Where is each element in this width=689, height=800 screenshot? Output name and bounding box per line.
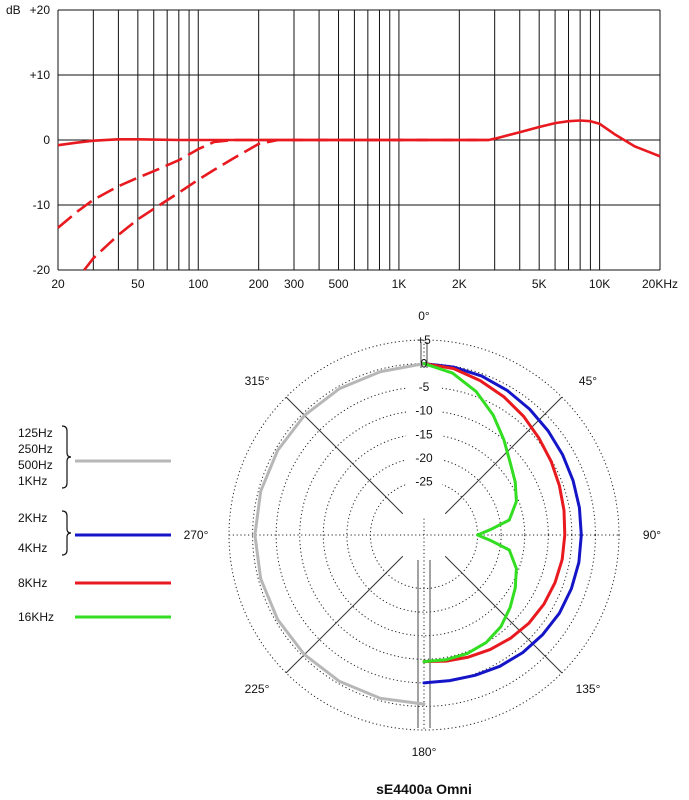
freq-x-tick-label: 20KHz [642, 277, 678, 291]
legend-label: 4KHz [18, 541, 47, 555]
legend-label: 250Hz [18, 442, 53, 456]
legend-brace [61, 425, 72, 489]
polar-angle-label: 225° [245, 682, 270, 696]
polar-ring [252, 363, 596, 707]
polar-diagonal-spoke [285, 555, 404, 674]
freq-series-line-3 [83, 138, 489, 271]
freq-x-tick-label: 10K [589, 277, 610, 291]
polar-diagonal-spoke [285, 396, 404, 515]
polar-curve-2 [422, 362, 583, 685]
legend-label: 8KHz [18, 576, 47, 590]
legend-label: 2KHz [18, 511, 47, 525]
freq-x-tick-label: 1K [392, 277, 407, 291]
freq-x-tick-label: 5K [532, 277, 547, 291]
freq-series-line-2 [57, 138, 489, 229]
polar-curve-3 [422, 362, 567, 664]
polar-label-backdrop [406, 368, 442, 518]
freq-y-tick-label: -20 [33, 263, 51, 277]
freq-y-axis-label: dB [6, 3, 21, 17]
polar-labels: +5 0 -5 -10 -15 -20 -25 0° 45° 90° 135° 180° 225° 270… [184, 309, 662, 759]
polar-grid [228, 339, 620, 731]
freq-x-tick-label: 100 [188, 277, 208, 291]
polar-r-tick-label: -15 [415, 427, 433, 441]
polar-ring [346, 457, 502, 613]
freq-y-tick-label: -10 [33, 198, 51, 212]
polar-diagonal-spoke [444, 555, 563, 674]
polar-diagonal-spoke [444, 396, 563, 515]
frequency-response-curves [57, 119, 661, 271]
freq-x-tick-label: 200 [249, 277, 269, 291]
frequency-response-tick-labels: 20 50 100 200 300 500 1K 2K 5K 10K 20KHz +20 +10 0 -10… [6, 3, 678, 291]
polar-r-tick-label: +5 [417, 333, 431, 347]
polar-angle-label: 135° [576, 682, 601, 696]
polar-title: sE4400a Omni [376, 781, 472, 797]
freq-y-tick-label: 0 [43, 133, 50, 147]
polar-angle-label: 90° [643, 528, 661, 542]
legend-label: 500Hz [18, 458, 53, 472]
freq-x-tick-label: 50 [131, 277, 145, 291]
legend-label: 16KHz [18, 610, 54, 624]
freq-x-tick-label: 300 [284, 277, 304, 291]
polar-angle-label: 0° [418, 309, 430, 323]
polar-r-tick-label: -20 [415, 451, 433, 465]
polar-curve-4 [422, 362, 518, 664]
freq-y-tick-label: +20 [30, 3, 51, 17]
polar-angle-label: 315° [245, 374, 270, 388]
polar-angle-label: 270° [184, 528, 209, 542]
legend-label: 125Hz [18, 426, 53, 440]
polar-angle-label: 180° [412, 745, 437, 759]
freq-series-line-1 [57, 119, 661, 158]
polar-ring [322, 433, 526, 637]
polar-r-tick-label: -5 [419, 380, 430, 394]
polar-r-tick-label: -10 [415, 404, 433, 418]
freq-x-tick-label: 2K [452, 277, 467, 291]
legend-brace [61, 510, 72, 556]
legend-label: 1KHz [18, 474, 47, 488]
polar-legend: 125Hz 250Hz 500Hz 1KHz 2KHz 4KHz 8KHz 16KHz [18, 425, 171, 624]
freq-x-tick-label: 500 [329, 277, 349, 291]
polar-curve-1 [253, 362, 426, 706]
freq-y-tick-label: +10 [30, 68, 51, 82]
polar-curves [253, 362, 583, 706]
polar-angle-label: 45° [579, 374, 597, 388]
freq-x-tick-label: 20 [51, 277, 65, 291]
polar-r-tick-label: 0 [421, 357, 428, 371]
polar-r-tick-label: -25 [415, 474, 433, 488]
